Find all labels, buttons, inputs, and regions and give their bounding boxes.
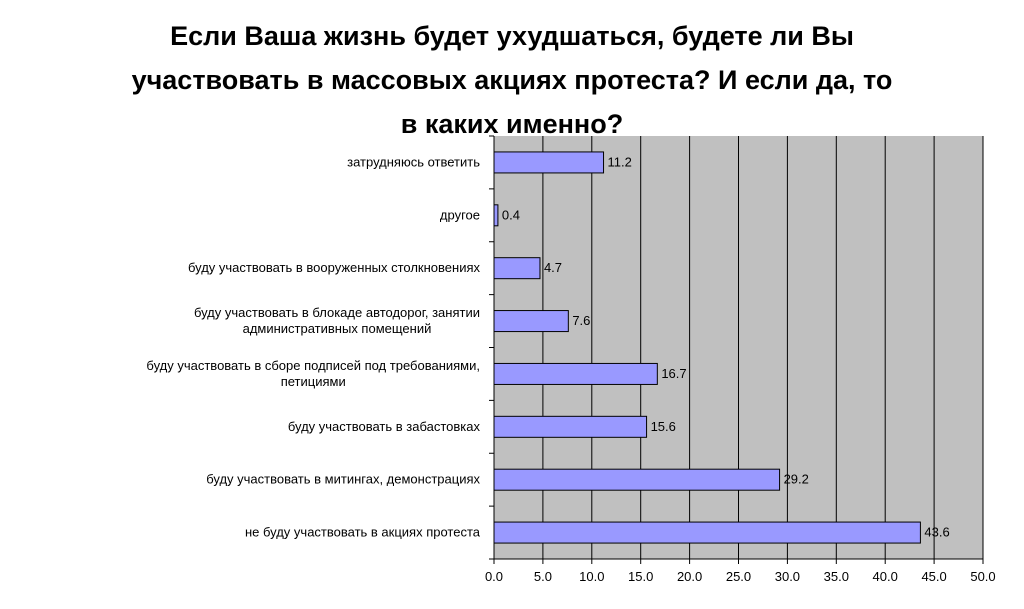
- bar-1: [493, 204, 499, 227]
- category-label-4: буду участвовать в сборе подписей под тр…: [146, 358, 480, 389]
- value-label-1: 0.4: [502, 207, 520, 222]
- category-label-4-line-0: буду участвовать в сборе подписей под тр…: [146, 358, 480, 373]
- x-tick-label-10: 50.0: [970, 569, 995, 584]
- x-tick-label-3: 15.0: [628, 569, 653, 584]
- category-label-3-line-1: административных помещений: [243, 321, 432, 336]
- bar-4: [493, 362, 658, 385]
- category-label-6: буду участвовать в митингах, демонстраци…: [206, 472, 480, 487]
- bar-6: [493, 468, 781, 491]
- value-label-5: 15.6: [651, 419, 676, 434]
- category-label-3-line-0: буду участвовать в блокаде автодорог, за…: [194, 305, 480, 320]
- chart-title-line-1: Если Ваша жизнь будет ухудшаться, будете…: [170, 21, 854, 51]
- category-label-2: буду участвовать в вооруженных столкнове…: [188, 260, 481, 275]
- x-tick-label-9: 45.0: [921, 569, 946, 584]
- bar-2: [493, 257, 541, 280]
- bar-7: [493, 521, 921, 544]
- x-tick-label-7: 35.0: [824, 569, 849, 584]
- value-label-7: 43.6: [924, 525, 949, 540]
- bar-0: [493, 151, 605, 174]
- bar-3: [493, 310, 569, 333]
- x-tick-label-8: 40.0: [873, 569, 898, 584]
- chart-title-line-2: участвовать в массовых акциях протеста? …: [131, 65, 893, 95]
- bar-5: [493, 415, 648, 438]
- category-label-5: буду участвовать в забастовках: [288, 419, 481, 434]
- chart-title: Если Ваша жизнь будет ухудшаться, будете…: [0, 14, 1024, 146]
- x-tick-label-0: 0.0: [485, 569, 503, 584]
- value-label-3: 7.6: [572, 313, 590, 328]
- x-tick-label-1: 5.0: [534, 569, 552, 584]
- value-label-2: 4.7: [544, 260, 562, 275]
- chart-title-line-3: в каких именно?: [400, 109, 624, 139]
- x-tick-label-4: 20.0: [677, 569, 702, 584]
- value-label-4: 16.7: [661, 366, 686, 381]
- category-label-1: другое: [440, 207, 480, 222]
- category-label-0: затрудняюсь ответить: [347, 154, 480, 169]
- x-tick-label-5: 25.0: [726, 569, 751, 584]
- x-tick-label-6: 30.0: [775, 569, 800, 584]
- category-label-7: не буду участвовать в акциях протеста: [245, 525, 481, 540]
- value-label-0: 11.2: [608, 154, 632, 169]
- value-label-6: 29.2: [784, 472, 809, 487]
- category-label-3: буду участвовать в блокаде автодорог, за…: [194, 305, 480, 336]
- category-label-4-line-1: петициями: [281, 374, 346, 389]
- x-tick-label-2: 10.0: [579, 569, 604, 584]
